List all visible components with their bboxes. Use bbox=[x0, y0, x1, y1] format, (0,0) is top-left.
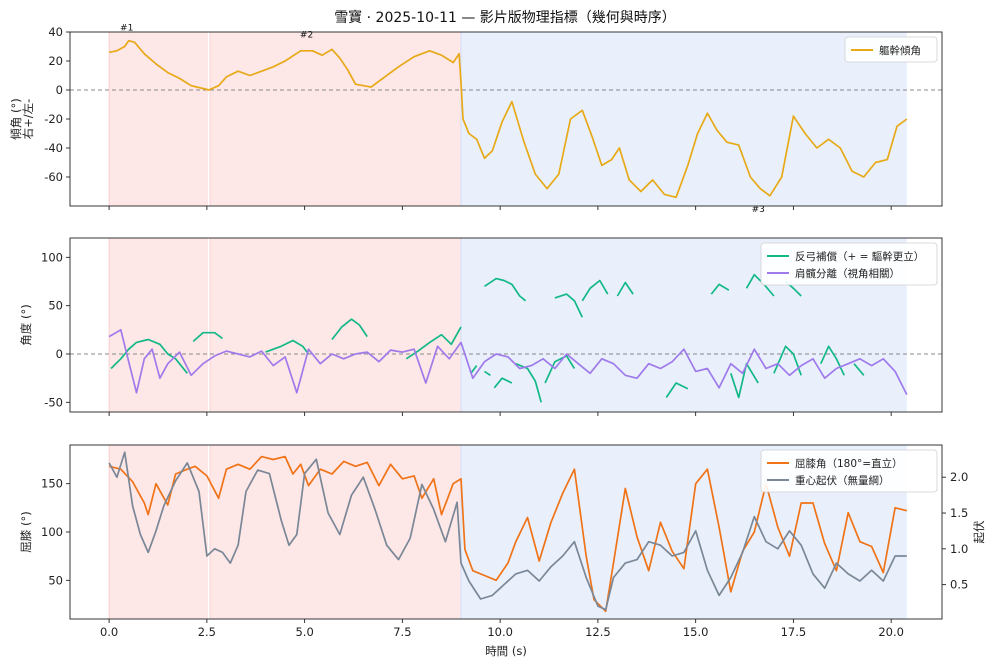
series-line bbox=[729, 362, 759, 399]
series-line bbox=[484, 370, 491, 377]
x-tick-label: 10.0 bbox=[487, 625, 513, 639]
legend: 軀幹傾角 bbox=[844, 36, 938, 63]
series-line bbox=[554, 293, 584, 318]
y-tick-label: 0 bbox=[56, 83, 63, 97]
series-line bbox=[108, 451, 907, 611]
y-tick-label: 150 bbox=[41, 477, 63, 491]
legend-label: 屈膝角（180°=直立） bbox=[795, 457, 903, 470]
legend-box bbox=[760, 449, 938, 493]
x-tick-label: 20.0 bbox=[878, 625, 904, 639]
y2-tick-label: 2.0 bbox=[950, 470, 968, 484]
phase-band bbox=[109, 445, 209, 619]
series-line bbox=[773, 345, 802, 376]
series-line bbox=[110, 338, 188, 374]
x-tick-label: 12.5 bbox=[585, 625, 611, 639]
y-tick-label: 100 bbox=[41, 525, 63, 539]
series-line bbox=[853, 363, 865, 376]
y-tick-label: -20 bbox=[44, 112, 63, 126]
series-line bbox=[192, 331, 224, 343]
series-line bbox=[484, 277, 527, 302]
y-tick-label: 100 bbox=[41, 250, 63, 264]
series-line bbox=[108, 39, 908, 199]
axes-frame bbox=[69, 237, 943, 413]
series-line bbox=[581, 279, 609, 302]
x-tick-label: 7.5 bbox=[393, 625, 411, 639]
series-line bbox=[108, 328, 908, 395]
x-tick-label: 15.0 bbox=[683, 625, 709, 639]
legend-box bbox=[760, 242, 938, 286]
legend-label: 反弓補償（+ = 驅幹更立） bbox=[795, 250, 924, 263]
peak-annotation: #3 bbox=[752, 205, 765, 215]
panel-trunk-tilt: -60 -40 -20 0 20 40 傾角 (°)右+/左- #1 #2 #3 軀幹傾角 bbox=[9, 23, 943, 215]
y-tick-label: -60 bbox=[44, 170, 63, 184]
plot-area bbox=[108, 273, 908, 403]
phase-band bbox=[109, 32, 209, 206]
phase-band bbox=[109, 238, 209, 412]
series-line bbox=[616, 281, 634, 297]
legend: 反弓補償（+ = 驅幹更立） 肩髖分離（視角相關） bbox=[760, 242, 938, 286]
legend: 屈膝角（180°=直立） 重心起伏（無量綱） bbox=[760, 449, 938, 493]
legend-label: 軀幹傾角 bbox=[879, 44, 921, 57]
y-tick-label: 40 bbox=[48, 25, 63, 39]
y-axis-label: 傾角 (°) bbox=[9, 98, 23, 139]
y-axis-label-sub: 右+/左- bbox=[21, 99, 35, 140]
phase-band bbox=[461, 32, 907, 206]
series-line bbox=[665, 382, 689, 398]
series-line bbox=[108, 455, 908, 613]
legend-box bbox=[844, 36, 938, 63]
series-line bbox=[710, 283, 730, 295]
y-tick-label: -50 bbox=[44, 395, 63, 409]
phase-band bbox=[209, 445, 462, 619]
legend-label: 重心起伏（無量綱） bbox=[795, 474, 890, 487]
peak-annotation: #2 bbox=[300, 31, 313, 41]
series-line bbox=[745, 273, 775, 297]
phase-band bbox=[209, 238, 462, 412]
legend-label: 肩髖分離（視角相關） bbox=[795, 267, 900, 280]
phase-band bbox=[209, 32, 462, 206]
x-tick-label: 17.5 bbox=[781, 625, 807, 639]
y-tick-label: -40 bbox=[44, 141, 63, 155]
figure-title: 雪寶 · 2025-10-11 — 影片版物理指標（幾何與時序） bbox=[334, 10, 676, 26]
y2-tick-label: 0.5 bbox=[950, 578, 968, 592]
x-axis-label: 時間 (s) bbox=[485, 644, 527, 658]
series-line bbox=[265, 339, 310, 355]
plot-area bbox=[108, 451, 908, 613]
y2-tick-label: 1.5 bbox=[950, 506, 968, 520]
series-line bbox=[493, 377, 513, 389]
series-line bbox=[470, 365, 478, 374]
series-line bbox=[544, 355, 576, 384]
x-tick-label: 2.5 bbox=[198, 625, 216, 639]
y-axis-label: 角度 (°) bbox=[19, 304, 33, 345]
y-tick-label: 20 bbox=[48, 54, 63, 68]
panel-knee-com: 50 100 150 0.5 1.0 1.5 2.0 0.0 2.5 5.0 7.5 10.0 12.5… bbox=[19, 444, 986, 658]
y2-tick-label: 1.0 bbox=[950, 542, 968, 556]
y-tick-label: 50 bbox=[48, 573, 63, 587]
y-tick-label: 50 bbox=[48, 299, 63, 313]
series-line bbox=[331, 318, 368, 341]
series-line bbox=[515, 362, 543, 403]
y-tick-label: 0 bbox=[56, 347, 63, 361]
y-axis-label: 屈膝 (°) bbox=[19, 511, 33, 552]
plot-area bbox=[108, 39, 908, 199]
x-tick-label: 0.0 bbox=[100, 625, 118, 639]
y2-axis-label: 起伏 bbox=[972, 520, 986, 543]
peak-annotation: #1 bbox=[120, 23, 133, 33]
x-tick-label: 5.0 bbox=[295, 625, 313, 639]
panel-angles: -50 0 50 100 角度 (°) 反弓補償（+ = 驅幹更立） 肩髖分離（視角相關） bbox=[19, 237, 943, 416]
